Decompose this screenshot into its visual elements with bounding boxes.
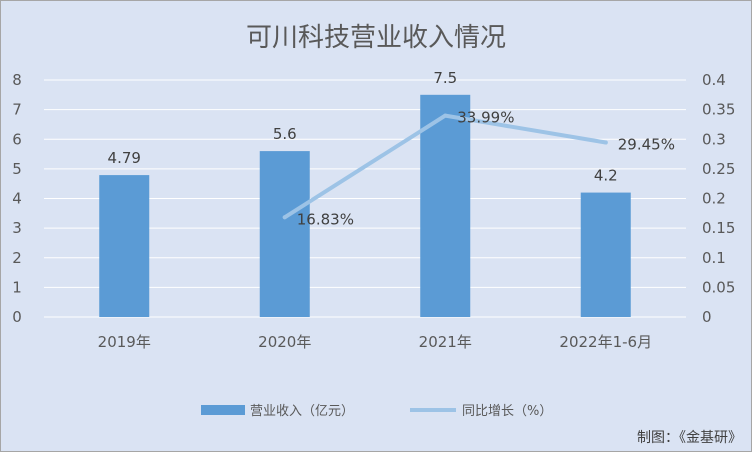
y-right-tick-label: 0.35: [702, 101, 735, 119]
legend-label-revenue: 营业收入（亿元）: [250, 404, 354, 419]
y-left-tick-label: 0: [12, 308, 22, 326]
y-left-tick-label: 4: [12, 190, 22, 208]
y-left-tick-label: 2: [12, 249, 22, 267]
source-note: 制图：《金基研》: [637, 429, 742, 446]
y-right-tick-label: 0: [702, 308, 712, 326]
y-left-tick-label: 8: [12, 71, 22, 89]
bar: [99, 175, 150, 317]
y-right-tick-label: 0.3: [702, 130, 726, 148]
growth-labels: 16.83% 33.99% 29.45%: [297, 109, 675, 229]
growth-value-label: 29.45%: [618, 136, 675, 154]
bar-labels: 4.79 5.6 7.5 4.2: [108, 69, 618, 185]
y-left-tick-label: 3: [12, 219, 22, 237]
growth-point: [603, 140, 608, 145]
bar: [259, 151, 310, 317]
y-right-ticks: 0 0.05 0.1 0.15 0.2 0.25 0.3 0.35 0.4: [702, 71, 735, 326]
y-left-tick-label: 6: [12, 130, 22, 148]
x-tick-label: 2022年1-6月: [559, 333, 652, 351]
legend-swatch-revenue: [201, 405, 245, 415]
y-right-tick-label: 0.05: [702, 278, 735, 296]
growth-line: [282, 113, 608, 220]
x-tick-label: 2020年: [258, 333, 311, 351]
legend: 营业收入（亿元） 同比增长（%）: [201, 404, 552, 419]
y-right-tick-label: 0.1: [702, 249, 726, 267]
x-tick-label: 2019年: [98, 333, 151, 351]
bar: [580, 192, 631, 317]
growth-point: [443, 113, 448, 118]
growth-value-label: 33.99%: [457, 109, 514, 127]
chart-title: 可川科技营业收入情况: [246, 23, 506, 53]
y-left-tick-label: 5: [12, 160, 22, 178]
x-ticks: 2019年 2020年 2021年 2022年1-6月: [98, 333, 652, 351]
growth-point: [282, 215, 287, 220]
y-left-ticks: 0 1 2 3 4 5 6 7 8: [12, 71, 22, 326]
y-right-tick-label: 0.2: [702, 190, 726, 208]
bar-value-label: 4.2: [594, 167, 618, 185]
bar-value-label: 5.6: [273, 125, 297, 143]
bar: [420, 94, 471, 317]
y-left-tick-label: 1: [12, 278, 22, 296]
legend-label-growth: 同比增长（%）: [462, 404, 552, 419]
bars: [99, 94, 631, 317]
growth-value-label: 16.83%: [297, 210, 354, 228]
bar-value-label: 4.79: [108, 149, 141, 167]
x-tick-label: 2021年: [419, 333, 472, 351]
y-right-tick-label: 0.15: [702, 219, 735, 237]
bar-value-label: 7.5: [433, 69, 457, 87]
y-right-tick-label: 0.25: [702, 160, 735, 178]
y-left-tick-label: 7: [12, 101, 22, 119]
y-right-tick-label: 0.4: [702, 71, 726, 89]
